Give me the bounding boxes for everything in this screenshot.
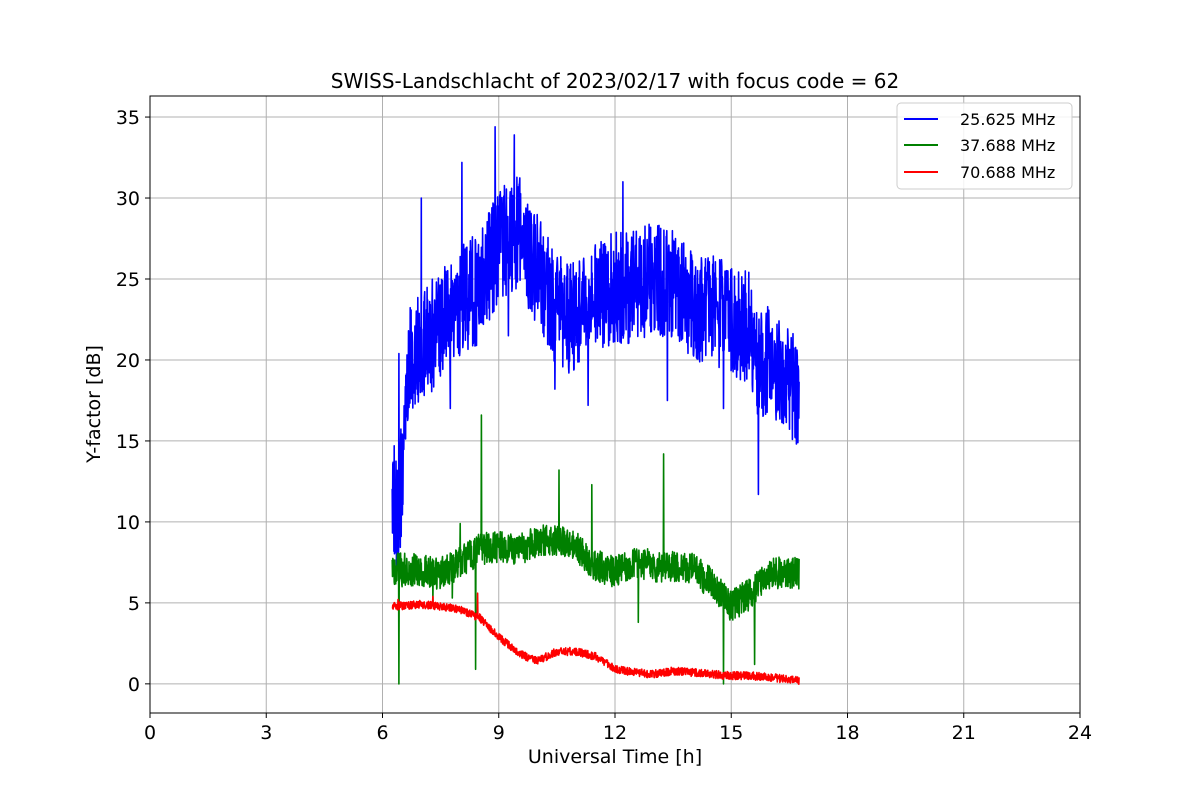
x-axis-label: Universal Time [h] (528, 746, 702, 768)
x-tick-label: 3 (260, 722, 272, 744)
x-tick-label: 24 (1068, 722, 1092, 744)
y-tick-label: 0 (128, 674, 140, 696)
y-tick-label: 30 (116, 188, 140, 210)
legend-label-37mhz: 37.688 MHz (960, 136, 1055, 155)
chart-title: SWISS-Landschlacht of 2023/02/17 with fo… (331, 69, 899, 93)
series-25mhz-line (391, 126, 800, 570)
y-tick-label: 10 (116, 512, 140, 534)
series-70mhz-line (391, 592, 800, 686)
y-tick-label: 5 (128, 593, 140, 615)
series-37mhz-line (391, 414, 800, 685)
y-axis-label: Y-factor [dB] (83, 345, 105, 464)
legend-label-25mhz: 25.625 MHz (960, 110, 1055, 129)
x-tick-label: 15 (719, 722, 743, 744)
x-tick-label: 0 (144, 722, 156, 744)
legend-box (896, 102, 1073, 190)
y-tick-label: 35 (116, 107, 140, 129)
ticks: 0 3 6 9 12 15 18 21 24 0 5 10 15 20 25 30 35 (116, 107, 1092, 744)
x-tick-label: 12 (603, 722, 627, 744)
y-tick-label: 15 (116, 431, 140, 453)
x-tick-label: 6 (376, 722, 388, 744)
legend: 25.625 MHz 37.688 MHz 70.688 MHz (896, 102, 1073, 190)
y-tick-label: 20 (116, 350, 140, 372)
x-tick-label: 21 (952, 722, 976, 744)
x-tick-label: 9 (493, 722, 505, 744)
series-layer (391, 126, 800, 686)
y-tick-label: 25 (116, 269, 140, 291)
legend-label-70mhz: 70.688 MHz (960, 163, 1055, 182)
x-tick-label: 18 (835, 722, 859, 744)
